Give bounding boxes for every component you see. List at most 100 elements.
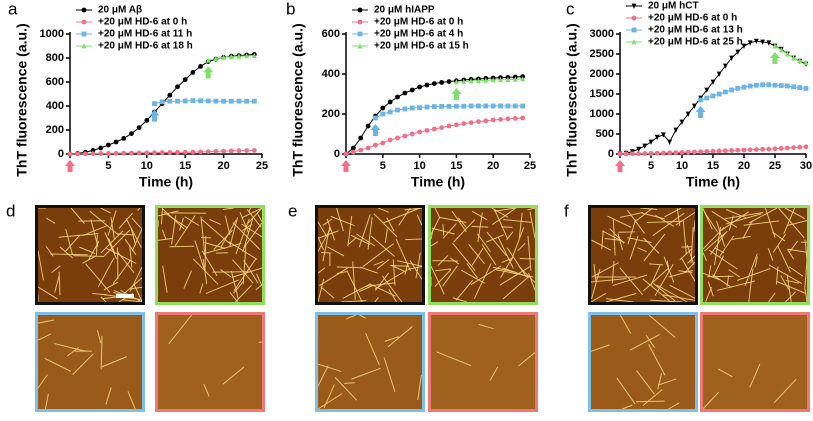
marker <box>779 83 784 88</box>
marker <box>498 104 503 109</box>
marker <box>469 104 474 109</box>
scale-bar <box>116 294 134 298</box>
x-tick-label: 10 <box>413 160 425 172</box>
marker <box>395 108 400 113</box>
legend-label: +20 μM HD-6 at 0 h <box>374 17 463 28</box>
marker <box>797 85 802 90</box>
x-tick-label: 5 <box>105 160 111 172</box>
marker <box>388 138 393 143</box>
panel-label: e <box>288 201 297 220</box>
panel-label: f <box>564 201 569 220</box>
marker <box>198 64 203 69</box>
marker <box>748 40 753 45</box>
marker <box>454 104 459 109</box>
marker <box>704 149 709 154</box>
marker <box>425 83 430 88</box>
marker <box>129 151 134 156</box>
legend-label: 20 μM Aβ <box>98 5 142 16</box>
marker <box>476 104 481 109</box>
marker <box>642 144 647 149</box>
legend-marker <box>358 32 363 37</box>
marker <box>366 124 371 129</box>
marker <box>698 98 703 103</box>
x-tick-label: 25 <box>769 160 781 172</box>
marker <box>766 82 771 87</box>
marker <box>491 118 496 123</box>
x-tick-label: 30 <box>800 160 812 172</box>
marker <box>388 110 393 115</box>
fiber <box>636 401 665 402</box>
y-tick-label: 400 <box>46 100 64 112</box>
legend-label: +20 μM HD-6 at 11 h <box>98 29 192 40</box>
x-tick-label: 5 <box>648 160 654 172</box>
afm-image <box>700 312 810 412</box>
marker <box>729 88 734 93</box>
marker <box>686 150 691 155</box>
marker <box>175 150 180 155</box>
marker <box>491 104 496 109</box>
marker <box>395 136 400 141</box>
fiber <box>321 252 331 253</box>
marker <box>498 117 503 122</box>
marker <box>447 104 452 109</box>
marker <box>351 150 356 155</box>
x-axis-label: Time (h) <box>139 174 193 190</box>
legend-marker <box>82 8 87 13</box>
marker <box>680 150 685 155</box>
marker <box>760 147 765 152</box>
marker <box>417 130 422 135</box>
marker <box>183 150 188 155</box>
marker <box>98 146 103 151</box>
marker <box>167 150 172 155</box>
x-tick-label: 20 <box>487 160 499 172</box>
y-axis-label: ThT fluorescence (a.u.) <box>14 23 30 176</box>
afm-image <box>315 312 425 412</box>
marker <box>454 122 459 127</box>
marker <box>160 150 165 155</box>
y-tick-label: 200 <box>46 124 64 136</box>
marker <box>252 148 257 153</box>
y-axis-label: ThT fluorescence (a.u.) <box>564 23 580 176</box>
marker <box>630 151 635 156</box>
legend-label: +20 μM HD-6 at 25 h <box>648 37 743 48</box>
marker <box>773 146 778 151</box>
marker <box>129 131 134 136</box>
marker <box>380 141 385 146</box>
marker <box>152 150 157 155</box>
marker <box>742 85 747 90</box>
marker <box>410 88 415 93</box>
marker <box>244 148 249 153</box>
marker <box>506 116 511 121</box>
marker <box>513 104 518 109</box>
marker <box>704 96 709 101</box>
panel-label: b <box>286 0 295 18</box>
marker <box>167 93 172 98</box>
marker <box>483 104 488 109</box>
marker <box>75 151 80 156</box>
marker <box>729 148 734 153</box>
marker <box>513 116 518 121</box>
marker <box>137 151 142 156</box>
marker <box>439 80 444 85</box>
legend-label: +20 μM HD-6 at 4 h <box>374 29 463 40</box>
marker <box>791 84 796 89</box>
legend-label: +20 μM HD-6 at 0 h <box>648 13 737 24</box>
marker <box>214 99 219 104</box>
x-tick-label: 15 <box>450 160 462 172</box>
panel-label: c <box>566 0 575 18</box>
marker <box>410 106 415 111</box>
marker <box>735 86 740 91</box>
marker <box>380 106 385 111</box>
legend-label: 20 μM hCT <box>648 1 699 12</box>
fiber <box>50 254 87 255</box>
marker <box>636 151 641 156</box>
y-tick-label: 800 <box>46 52 64 64</box>
marker <box>68 152 73 157</box>
marker <box>735 148 740 153</box>
legend-marker <box>82 20 87 25</box>
marker <box>206 149 211 154</box>
series-line <box>346 77 523 154</box>
marker <box>229 148 234 153</box>
y-tick-label: 0 <box>334 148 340 160</box>
marker <box>624 152 629 157</box>
